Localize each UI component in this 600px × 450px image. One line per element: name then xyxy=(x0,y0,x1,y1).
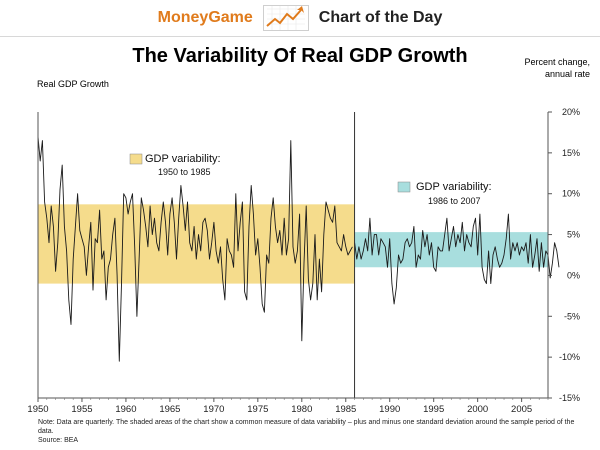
x-tick-label: 1965 xyxy=(159,404,180,415)
x-tick-label: 1950 xyxy=(27,404,48,415)
chart-title: The Variability Of Real GDP Growth xyxy=(132,45,468,67)
x-tick-label: 1995 xyxy=(423,404,444,415)
y-tick-label: 0% xyxy=(567,270,580,280)
banner-divider xyxy=(0,36,600,37)
x-tick-label: 1960 xyxy=(115,404,136,415)
y-tick-label: 5% xyxy=(567,230,580,240)
band-legend-label: GDP variability: xyxy=(145,153,221,165)
unit-label-line2: annual rate xyxy=(544,69,590,79)
band-legend-label: GDP variability: xyxy=(416,181,492,193)
gdp-growth-line xyxy=(37,136,353,362)
band-legend-period: 1986 to 2007 xyxy=(428,196,481,206)
gdp-growth-line xyxy=(354,213,560,305)
y-tick-label: 10% xyxy=(562,189,580,199)
y-tick-label: 20% xyxy=(562,107,580,117)
x-tick-label: 1970 xyxy=(203,404,224,415)
banner: MoneyGame Chart of the Day xyxy=(0,0,600,36)
x-tick-label: 2000 xyxy=(467,404,488,415)
banner-subtitle: Chart of the Day xyxy=(318,9,443,26)
x-tick-label: 1955 xyxy=(71,404,92,415)
y-axis-label: Real GDP Growth xyxy=(37,79,109,89)
band-legend-swatch xyxy=(397,181,411,193)
unit-label: Percent change, annual rate xyxy=(480,56,590,80)
unit-label-line1: Percent change, xyxy=(524,57,590,67)
x-tick-label: 2005 xyxy=(511,404,532,415)
footnote: Note: Data are quarterly. The shaded are… xyxy=(38,419,575,435)
x-tick-label: 1980 xyxy=(291,404,312,415)
y-tick-label: -10% xyxy=(559,352,580,362)
y-tick-label: -15% xyxy=(559,393,580,403)
y-tick-label: -5% xyxy=(564,311,580,321)
x-tick-label: 1985 xyxy=(335,404,356,415)
y-tick-label: 15% xyxy=(562,148,580,158)
variability-band xyxy=(38,204,355,284)
x-tick-label: 1990 xyxy=(379,404,400,415)
brand-name: MoneyGame xyxy=(157,9,253,26)
rising-zigzag-arrow-icon xyxy=(262,5,309,31)
x-tick-label: 1975 xyxy=(247,404,268,415)
band-legend-period: 1950 to 1985 xyxy=(158,167,211,177)
source-line: Source: BEA xyxy=(38,437,79,444)
band-legend-swatch xyxy=(129,153,143,165)
